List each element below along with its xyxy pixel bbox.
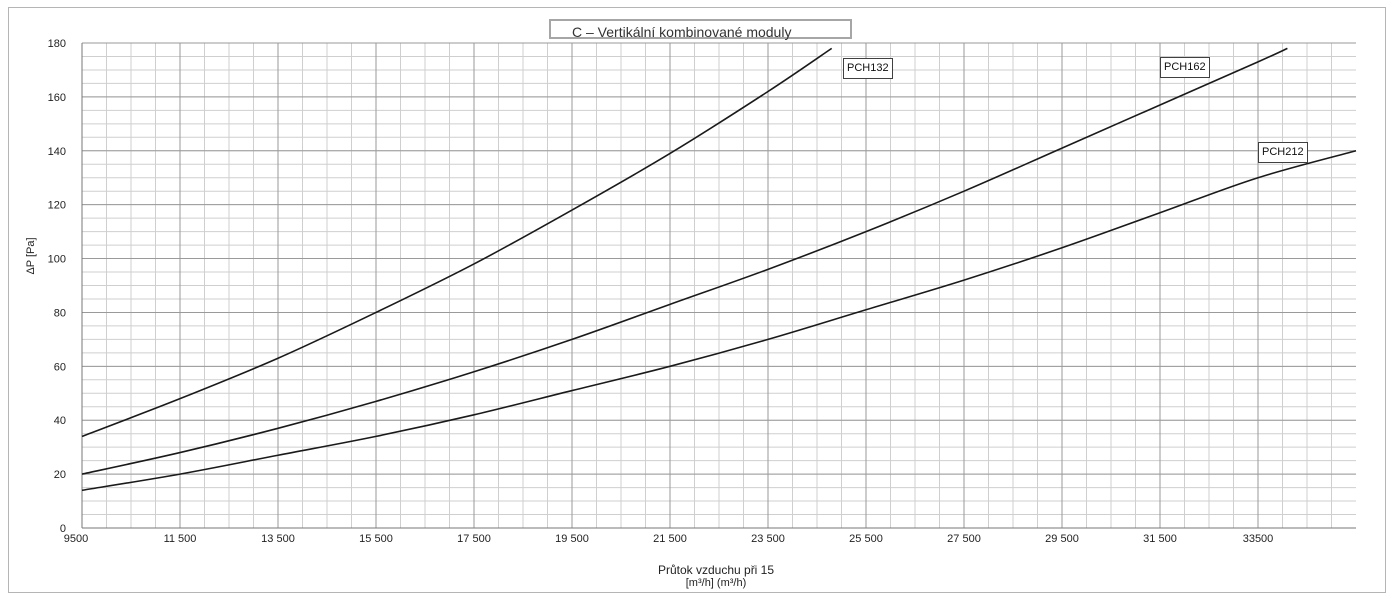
series-label-pch162: PCH162 <box>1160 57 1210 78</box>
x-axis-label: Průtok vzduchu při 15 <box>657 563 775 577</box>
series-label-pch132: PCH132 <box>843 58 893 79</box>
y-tick-label: 0 <box>60 523 66 535</box>
y-tick-label: 120 <box>48 200 66 212</box>
y-tick-label: 20 <box>54 469 66 481</box>
x-tick-label: 29 500 <box>1045 533 1079 545</box>
y-axis-label: ΔP [Pa] <box>25 237 37 275</box>
y-tick-label: 140 <box>48 146 66 158</box>
x-tick-label: 19 500 <box>555 533 589 545</box>
y-tick-label: 180 <box>48 38 66 50</box>
x-tick-label: 33500 <box>1243 533 1274 545</box>
y-tick-label: 60 <box>54 361 66 373</box>
x-axis-label-block: Průtok vzduchu při 15 [m³/h] (m³/h) <box>566 564 866 590</box>
x-tick-label: 21 500 <box>653 533 687 545</box>
x-axis-unit: [m³/h] (m³/h) <box>685 577 747 589</box>
x-tick-label: 13 500 <box>261 533 295 545</box>
x-tick-label: 27 500 <box>947 533 981 545</box>
y-tick-label: 40 <box>54 415 66 427</box>
x-tick-label: 17 500 <box>457 533 491 545</box>
x-tick-label: 31 500 <box>1143 533 1177 545</box>
x-tick-label: 23 500 <box>751 533 785 545</box>
series-line-pch162 <box>81 47 1288 475</box>
y-tick-label: 80 <box>54 307 66 319</box>
series-label-pch212: PCH212 <box>1258 142 1308 163</box>
series-line-pch132 <box>81 47 833 438</box>
y-tick-label: 100 <box>48 254 66 266</box>
x-tick-label: 15 500 <box>359 533 393 545</box>
chart-frame <box>8 7 1386 593</box>
series-line-pch212 <box>81 150 1357 492</box>
chart-title: C – Vertikální kombinované moduly <box>572 24 792 40</box>
y-tick-label: 160 <box>48 92 66 104</box>
chart-title-box <box>549 19 852 39</box>
x-tick-label: 9500 <box>64 533 88 545</box>
x-tick-label: 11 500 <box>164 533 197 545</box>
x-tick-label: 25 500 <box>849 533 883 545</box>
